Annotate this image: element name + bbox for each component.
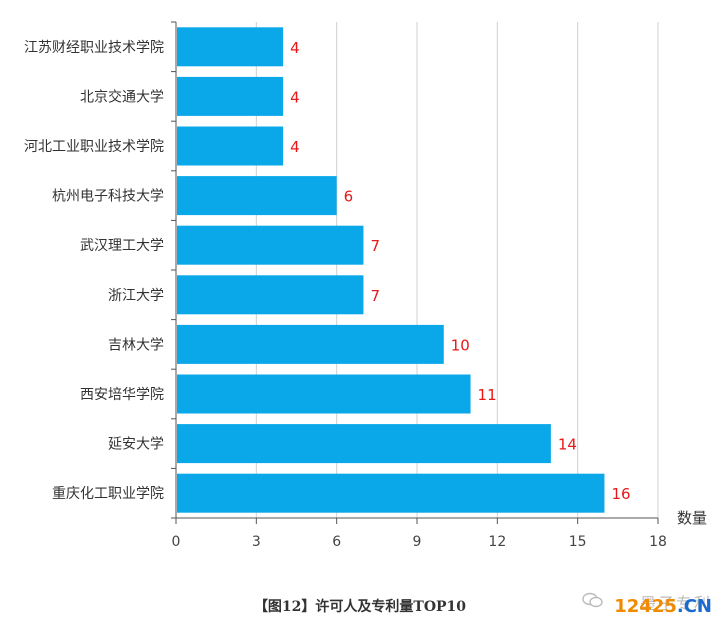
data-label: 4 [290, 39, 300, 57]
watermark-text: 墨子专利 [639, 594, 712, 613]
bar [177, 374, 471, 414]
x-tick-label: 0 [172, 534, 181, 550]
bar [177, 76, 284, 116]
bar [177, 275, 364, 315]
category-label: 重庆化工职业学院 [52, 486, 164, 502]
x-tick-label: 12 [488, 534, 506, 550]
category-label: 武汉理工大学 [80, 238, 164, 254]
bar [177, 225, 364, 265]
category-label: 浙江大学 [108, 288, 164, 304]
x-tick-label: 9 [413, 534, 422, 550]
bar [177, 176, 337, 216]
x-tick-label: 15 [569, 534, 587, 550]
watermark-site: 12425.CN [614, 596, 712, 617]
category-label: 西安培华学院 [80, 387, 164, 403]
bar-chart: 0 3 6 9 12 15 18 江苏财经职业技术学院 4 北京交通大学 4 河北工业职业技术学院 4 杭… [24, 21, 707, 550]
category-label: 江苏财经职业技术学院 [24, 40, 164, 56]
data-label: 14 [558, 436, 577, 454]
axes [171, 21, 659, 524]
data-label: 7 [370, 237, 380, 255]
bar [177, 473, 605, 513]
category-label: 延安大学 [108, 437, 164, 453]
data-label: 7 [370, 287, 380, 305]
bar [177, 126, 284, 166]
x-tick-label: 3 [252, 534, 261, 550]
wechat-icon [582, 592, 603, 608]
bars [177, 27, 605, 513]
data-label: 4 [290, 138, 300, 156]
watermark-site-number: 12425 [614, 596, 677, 617]
category-label: 杭州电子科技大学 [52, 189, 164, 205]
bar [177, 424, 551, 464]
data-label: 16 [611, 485, 630, 503]
data-label: 10 [451, 336, 470, 354]
x-tick-label: 18 [649, 534, 667, 550]
data-label: 6 [344, 188, 354, 206]
data-label: 4 [290, 88, 300, 106]
category-label: 河北工业职业技术学院 [24, 139, 164, 155]
data-label: 11 [478, 386, 497, 404]
category-label: 吉林大学 [108, 337, 164, 353]
bar [177, 27, 284, 67]
watermark-site-domain: .CN [676, 596, 712, 617]
watermark: 墨子专利 12425.CN [582, 586, 712, 626]
figure-caption: 【图12】许可人及专利量TOP10 [253, 599, 467, 615]
bar [177, 324, 444, 364]
category-label: 北京交通大学 [80, 88, 164, 105]
x-axis-label: 数量 [677, 509, 707, 527]
x-tick-label: 6 [332, 534, 341, 550]
labels: 0 3 6 9 12 15 18 江苏财经职业技术学院 4 北京交通大学 4 河北工业职业技术学院 4 杭… [24, 39, 707, 550]
